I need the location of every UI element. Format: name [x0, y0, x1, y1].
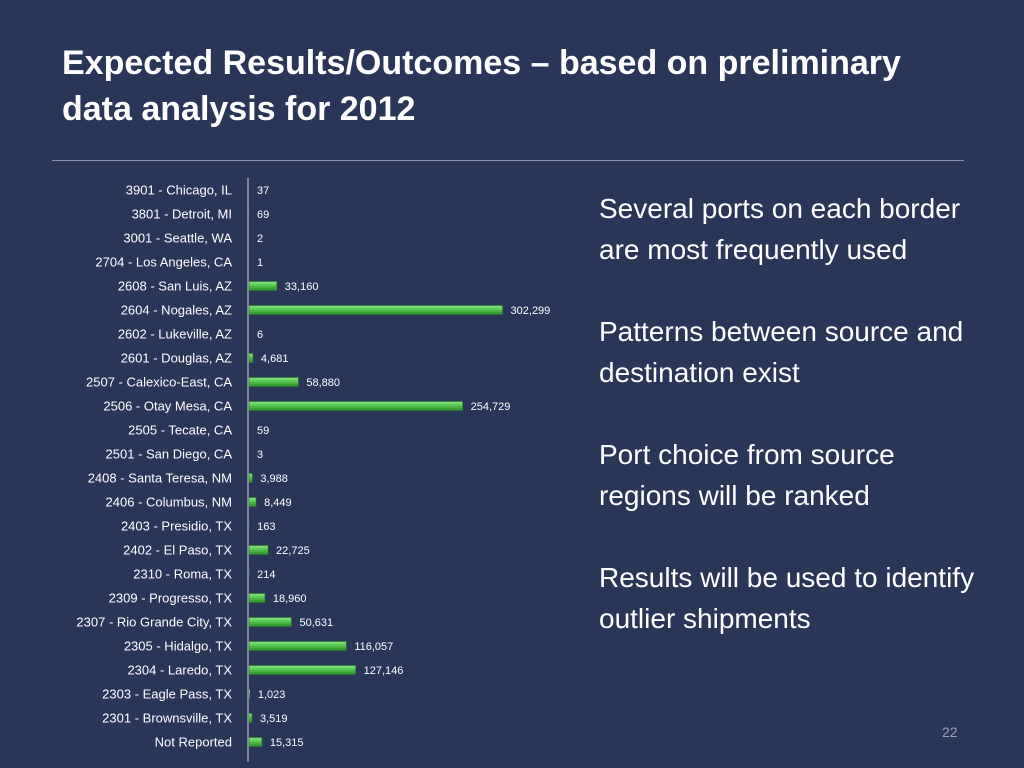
category-label: 2309 - Progresso, TX [109, 591, 233, 606]
category-label: 2408 - Santa Teresa, NM [88, 471, 232, 486]
value-label: 2 [257, 233, 263, 245]
value-label: 214 [257, 569, 275, 581]
bar [248, 617, 292, 627]
page-number: 22 [942, 724, 958, 740]
value-label: 22,725 [276, 545, 310, 557]
bullet-item: Port choice from source regions will be … [599, 439, 895, 511]
bar [248, 593, 266, 603]
category-label: 2402 - El Paso, TX [123, 543, 232, 558]
category-label: 2403 - Presidio, TX [121, 519, 232, 534]
bar [248, 641, 347, 651]
category-label: 3901 - Chicago, IL [126, 183, 232, 198]
bar [248, 737, 263, 747]
value-label: 37 [257, 185, 269, 197]
bar [248, 665, 356, 675]
value-label: 58,880 [306, 377, 340, 389]
category-label: 3001 - Seattle, WA [123, 231, 232, 246]
slide-title: Expected Results/Outcomes – based on pre… [62, 44, 901, 128]
value-label: 116,057 [354, 641, 393, 653]
value-label: 254,729 [471, 401, 511, 413]
value-label: 4,681 [261, 353, 289, 365]
category-label: 2505 - Tecate, CA [128, 423, 232, 438]
bullet-item: Results will be used to identify outlier… [599, 562, 975, 634]
bar [248, 497, 257, 507]
bar [248, 377, 299, 387]
value-label: 18,960 [273, 593, 307, 605]
value-label: 3,519 [260, 713, 288, 725]
category-label: 2307 - Rio Grande City, TX [76, 615, 232, 630]
bullet-list: Several ports on each border are most fr… [599, 188, 989, 680]
category-label: 2301 - Brownsville, TX [102, 711, 232, 726]
bullet-item: Patterns between source and destination … [599, 316, 964, 388]
value-label: 33,160 [285, 281, 319, 293]
category-label: 2507 - Calexico-East, CA [86, 375, 232, 390]
bullet-item: Several ports on each border are most fr… [599, 193, 961, 265]
category-label: 2604 - Nogales, AZ [121, 303, 232, 318]
bar [249, 689, 250, 699]
category-label: 2704 - Los Angeles, CA [95, 255, 232, 270]
category-label: 2506 - Otay Mesa, CA [103, 399, 232, 414]
value-label: 8,449 [264, 497, 292, 509]
port-bar-chart: 3901 - Chicago, IL 3801 - Detroit, MI 3001… [76, 178, 551, 762]
bar [248, 401, 463, 411]
category-label: 2303 - Eagle Pass, TX [102, 687, 232, 702]
category-label: Not Reported [155, 735, 232, 750]
value-label: 6 [257, 329, 263, 341]
value-label: 15,315 [270, 737, 304, 749]
bar [248, 305, 503, 315]
category-label: 3801 - Detroit, MI [132, 207, 232, 222]
bar [248, 713, 253, 723]
category-label: 2310 - Roma, TX [133, 567, 232, 582]
value-label: 1,023 [258, 689, 286, 701]
bar [248, 353, 254, 363]
category-label: 2601 - Douglas, AZ [121, 351, 232, 366]
category-label: 2406 - Columbus, NM [106, 495, 232, 510]
bar [248, 473, 253, 483]
value-label: 127,146 [364, 665, 404, 677]
category-label: 2304 - Laredo, TX [127, 663, 232, 678]
value-label: 163 [257, 521, 275, 533]
value-label: 69 [257, 209, 269, 221]
bar [248, 545, 269, 555]
value-label: 50,631 [299, 617, 333, 629]
title-divider [52, 160, 964, 161]
value-label: 1 [257, 257, 263, 269]
value-label: 302,299 [511, 305, 551, 317]
value-label: 3,988 [260, 473, 288, 485]
category-label: 2501 - San Diego, CA [106, 447, 233, 462]
category-label: 2602 - Lukeville, AZ [118, 327, 232, 342]
bar [248, 281, 278, 291]
category-label: 2608 - San Luis, AZ [118, 279, 232, 294]
category-label: 2305 - Hidalgo, TX [124, 639, 232, 654]
value-label: 59 [257, 425, 269, 437]
value-label: 3 [257, 449, 263, 461]
